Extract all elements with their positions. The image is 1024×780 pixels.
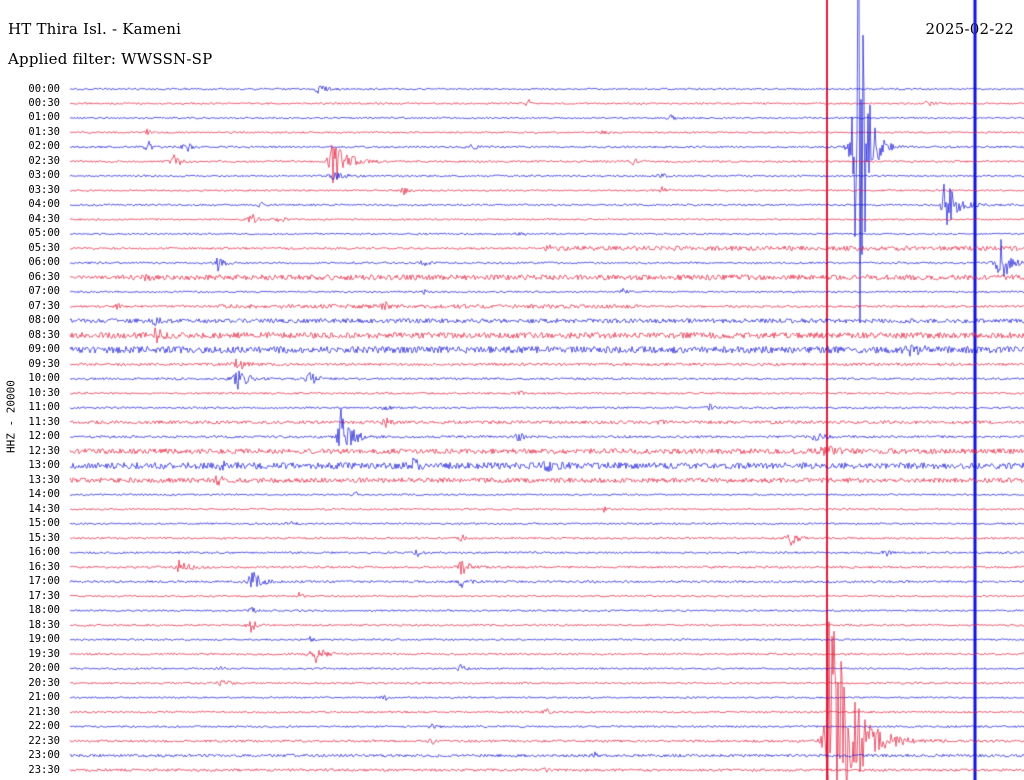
time-label: 01:30 (28, 125, 60, 138)
time-label: 19:00 (28, 633, 60, 646)
time-label: 10:30 (28, 386, 60, 399)
time-label: 07:00 (28, 285, 60, 298)
time-label: 16:00 (28, 546, 60, 559)
time-label: 12:30 (28, 444, 60, 457)
time-label: 06:00 (28, 256, 60, 269)
time-label: 14:00 (28, 488, 60, 501)
time-label: 22:30 (28, 734, 60, 747)
time-label: 23:00 (28, 749, 60, 762)
time-label: 05:00 (28, 227, 60, 240)
time-label: 18:30 (28, 618, 60, 631)
time-label: 04:30 (28, 212, 60, 225)
time-label: 16:30 (28, 560, 60, 573)
time-label: 11:00 (28, 401, 60, 414)
time-label: 09:30 (28, 357, 60, 370)
time-label: 12:00 (28, 430, 60, 443)
time-label: 17:00 (28, 575, 60, 588)
time-label: 21:00 (28, 691, 60, 704)
date-label: 2025-02-22 (925, 20, 1014, 38)
time-label: 01:00 (28, 111, 60, 124)
time-label: 06:30 (28, 270, 60, 283)
time-label: 03:30 (28, 183, 60, 196)
time-label: 02:00 (28, 140, 60, 153)
time-label: 02:30 (28, 154, 60, 167)
time-label: 07:30 (28, 299, 60, 312)
time-label: 08:00 (28, 314, 60, 327)
time-label: 21:30 (28, 705, 60, 718)
time-label: 23:30 (28, 763, 60, 776)
time-label: 19:30 (28, 647, 60, 660)
time-label: 05:30 (28, 241, 60, 254)
time-label: 15:00 (28, 517, 60, 530)
time-label: 00:00 (28, 82, 60, 95)
time-label: 04:00 (28, 198, 60, 211)
time-label: 09:00 (28, 343, 60, 356)
time-label: 20:30 (28, 676, 60, 689)
time-label: 14:30 (28, 502, 60, 515)
time-label: 17:30 (28, 589, 60, 602)
time-label: 15:30 (28, 531, 60, 544)
time-label: 11:30 (28, 415, 60, 428)
time-label: 08:30 (28, 328, 60, 341)
time-label: 13:30 (28, 473, 60, 486)
time-label: 10:00 (28, 372, 60, 385)
time-label: 20:00 (28, 662, 60, 675)
time-label: 03:00 (28, 169, 60, 182)
time-label: 13:00 (28, 459, 60, 472)
time-label: 22:00 (28, 720, 60, 733)
time-axis-labels: 00:00 00:30 01:00 01:30 02:00 02:30 03:00 03:30… (0, 0, 64, 780)
time-label: 00:30 (28, 96, 60, 109)
time-label: 18:00 (28, 604, 60, 617)
